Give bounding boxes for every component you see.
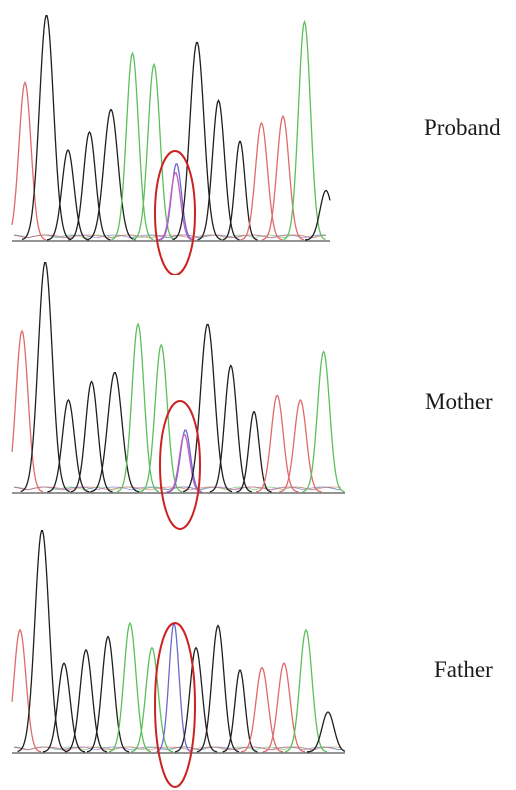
chromatogram-peak: [42, 662, 86, 753]
chromatogram-peak: [302, 350, 345, 493]
chromatogram-mother: [11, 261, 345, 530]
chromatogram-father: [11, 529, 346, 788]
chromatogram-peak-secondary: [166, 429, 203, 493]
variant-highlight-ellipse: [154, 150, 196, 275]
chromatogram-proband: [11, 14, 331, 275]
chromatogram-peak: [20, 261, 70, 493]
chromatogram-peak: [86, 635, 130, 753]
chromatogram-peak: [284, 628, 328, 753]
chromatogram-peak: [11, 80, 47, 241]
chromatogram-peak: [304, 189, 331, 241]
chromatogram-peak: [279, 398, 322, 493]
chromatogram-peak: [256, 394, 299, 493]
chromatogram-panel-mother: [0, 255, 360, 535]
chromatogram-peak: [21, 14, 72, 241]
chromatogram-peak-het: [166, 434, 202, 493]
chromatogram-peak: [46, 148, 90, 241]
chromatogram-peak: [116, 322, 160, 493]
chromatogram-peak: [240, 121, 283, 241]
chromatogram-peak-secondary: [157, 163, 194, 241]
chromatogram-peak: [283, 19, 326, 241]
panel-label-father: Father: [434, 657, 493, 682]
chromatogram-peak: [108, 621, 152, 753]
chromatogram-peak: [172, 41, 222, 241]
panel-label-proband: Proband: [424, 115, 501, 140]
noise-trace: [13, 234, 327, 239]
chromatogram-peak: [196, 624, 240, 753]
variant-highlight-ellipse: [154, 622, 196, 788]
chromatogram-peak: [64, 648, 108, 753]
panel-label-mother: Mother: [425, 389, 493, 414]
chromatogram-peak: [47, 398, 90, 493]
chromatogram-peak: [262, 662, 306, 753]
chromatogram-peak: [222, 669, 258, 753]
chromatogram-peak: [236, 411, 272, 493]
chromatogram-panel-father: [0, 525, 360, 790]
chromatogram-peak: [68, 130, 111, 241]
chromatogram-peak: [111, 51, 154, 241]
chromatogram-panel-proband: [0, 5, 360, 275]
chromatogram-peak: [209, 364, 252, 493]
chromatogram-peak: [306, 711, 346, 753]
chromatogram-peak: [132, 62, 176, 241]
chromatogram-peak: [197, 99, 240, 241]
chromatogram-peak: [240, 666, 284, 753]
chromatogram-peak: [130, 646, 174, 753]
chromatogram-peak: [11, 329, 44, 493]
chromatogram-peak: [182, 323, 233, 493]
chromatogram-peak: [140, 343, 183, 493]
chromatogram-peak: [90, 372, 140, 493]
variant-highlight-ellipse: [159, 400, 201, 530]
chromatogram-peak: [86, 109, 136, 241]
chromatogram-peak-het: [157, 172, 194, 241]
chromatogram-peak: [261, 114, 305, 241]
chromatogram-peak: [174, 646, 218, 753]
chromatogram-peak: [222, 140, 258, 241]
chromatogram-peak: [11, 628, 42, 753]
chromatogram-peak: [70, 380, 113, 493]
chromatogram-peak: [17, 529, 67, 753]
